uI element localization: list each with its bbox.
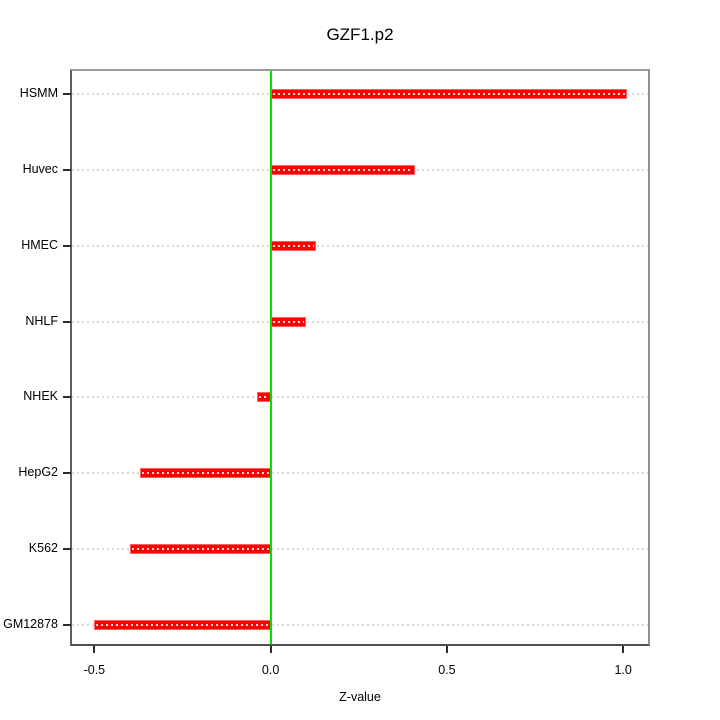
plot-area: [72, 71, 648, 644]
bar-gm12878: [94, 620, 271, 630]
bar-huvec: [270, 164, 416, 175]
y-axis-label: HSMM: [19, 86, 58, 100]
bar-nhlf: [270, 316, 306, 327]
gridline: [72, 472, 648, 475]
x-axis-tick: [269, 646, 272, 653]
chart-title: GZF1.p2: [326, 25, 394, 44]
x-axis-title: Z-value: [339, 690, 381, 704]
bar-k562: [129, 544, 271, 555]
x-axis-tick-label: 0.5: [438, 663, 456, 677]
y-axis-label: K562: [28, 541, 58, 556]
plot-frame: [70, 69, 650, 646]
y-axis-tick: [63, 244, 71, 247]
gridline: [72, 548, 648, 551]
gridline: [72, 320, 648, 323]
y-axis-tick: [63, 168, 71, 171]
bar-dot-pattern: [272, 93, 625, 95]
y-axis-label: NHLF: [25, 313, 58, 328]
y-axis-tick: [63, 624, 71, 626]
y-axis-tick: [63, 320, 71, 323]
bar-dot-pattern: [272, 320, 304, 323]
bar-dot-pattern: [142, 472, 269, 475]
gridline: [72, 396, 648, 399]
bar-nhek: [256, 392, 271, 403]
x-axis-tick: [622, 646, 625, 653]
y-axis-tick: [63, 93, 71, 95]
x-axis-tick-label: 0.0: [261, 663, 280, 677]
x-axis-tick-label: 1.0: [614, 663, 632, 677]
x-axis-tick-label: -0.5: [83, 663, 106, 677]
bar-dot-pattern: [272, 244, 315, 247]
y-axis-label: HepG2: [18, 465, 58, 480]
bar-dot-pattern: [272, 168, 414, 171]
bar-hepg2: [140, 468, 271, 479]
bar-dot-pattern: [258, 396, 269, 399]
bar-hsmm: [270, 89, 627, 99]
y-axis-label: NHEK: [23, 389, 58, 404]
y-axis-label: Huvec: [22, 161, 58, 176]
y-axis-tick: [63, 472, 71, 475]
x-axis-tick: [93, 646, 96, 653]
gridline: [72, 624, 648, 626]
x-axis-tick: [445, 646, 448, 653]
y-axis-tick: [63, 548, 71, 551]
y-axis-label: HMEC: [21, 237, 58, 252]
bar-dot-pattern: [131, 548, 269, 551]
y-axis-label: GM12878: [3, 617, 58, 631]
zero-line: [269, 71, 272, 644]
gridline: [72, 244, 648, 247]
bar-hmec: [270, 240, 317, 251]
bar-dot-pattern: [96, 624, 269, 626]
y-axis-tick: [63, 396, 71, 399]
